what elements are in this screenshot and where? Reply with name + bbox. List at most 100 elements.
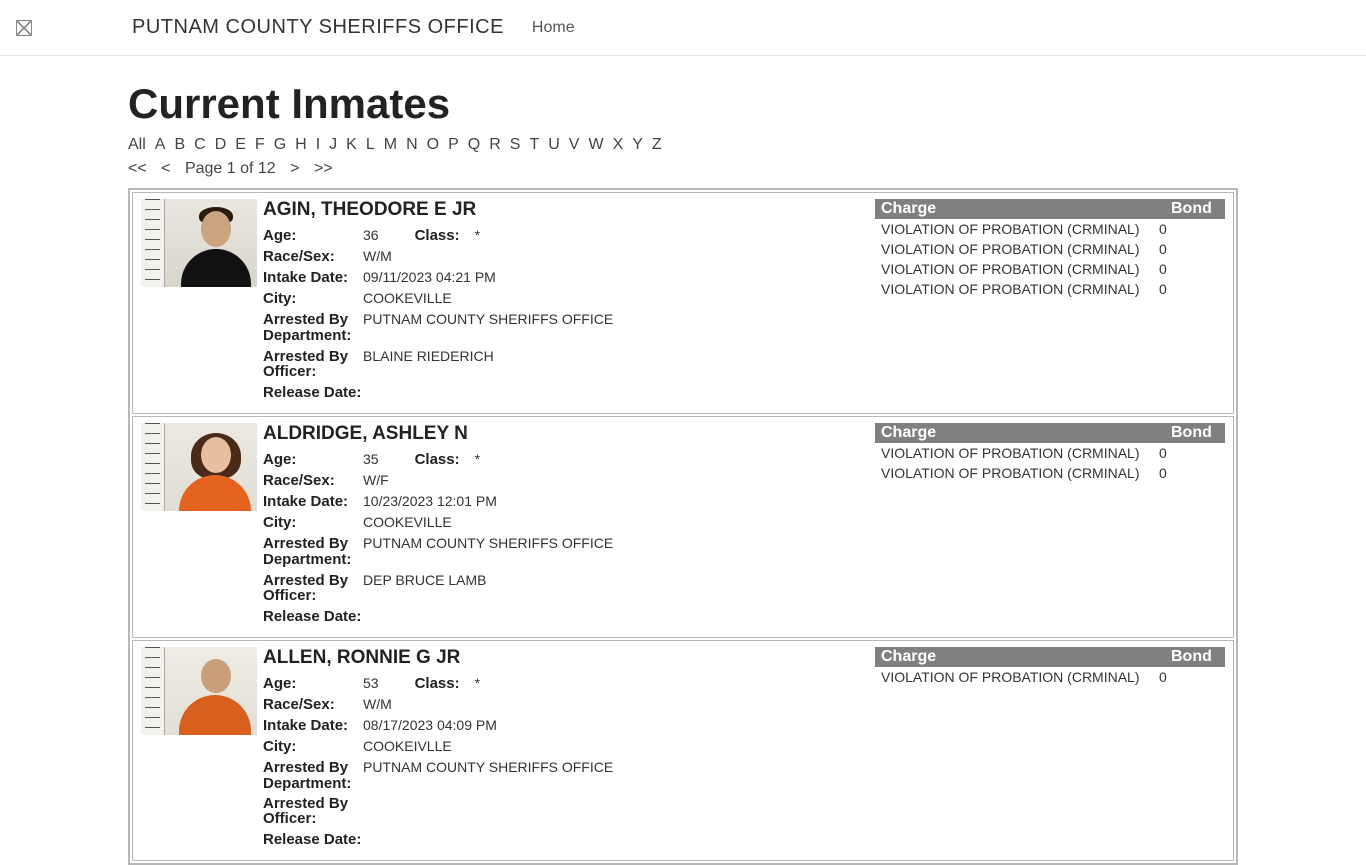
alpha-filter-f[interactable]: F [255, 136, 265, 154]
label-race-sex: Race/Sex: [263, 248, 363, 265]
alpha-filter-m[interactable]: M [384, 136, 397, 154]
alpha-filter-j[interactable]: J [329, 136, 337, 154]
alpha-filter-z[interactable]: Z [652, 136, 662, 154]
main-container: Current Inmates All ABCDEFGHIJKLMNOPQRSTU… [128, 56, 1238, 865]
header-bond: Bond [1165, 647, 1225, 667]
alpha-filter-r[interactable]: R [489, 136, 501, 154]
inmate-list: AGIN, THEODORE E JRAge:36Class:*Race/Sex… [128, 188, 1238, 865]
alpha-filter-v[interactable]: V [569, 136, 580, 154]
label-release: Release Date: [263, 384, 363, 401]
charges-table: ChargeBondVIOLATION OF PROBATION (CRMINA… [875, 647, 1225, 852]
pager-prev[interactable]: < [161, 160, 170, 177]
charge-row: VIOLATION OF PROBATION (CRMINAL)0 [875, 239, 1225, 259]
alpha-filter-w[interactable]: W [588, 136, 603, 154]
charge-bond: 0 [1159, 445, 1219, 461]
mugshot [141, 647, 257, 735]
charge-desc: VIOLATION OF PROBATION (CRMINAL) [881, 261, 1159, 277]
charge-bond: 0 [1159, 669, 1219, 685]
pager-row: << < Page 1 of 12 > >> [128, 160, 1238, 178]
mugshot [141, 199, 257, 287]
value-race-sex: W/M [363, 248, 392, 264]
charge-desc: VIOLATION OF PROBATION (CRMINAL) [881, 281, 1159, 297]
alpha-filter-row: All ABCDEFGHIJKLMNOPQRSTUVWXYZ [128, 136, 1238, 154]
inmate-details: ALDRIDGE, ASHLEY N Age:35 Class:* Race/Sex:… [263, 423, 753, 629]
alpha-filter-c[interactable]: C [194, 136, 206, 154]
label-age: Age: [263, 675, 363, 692]
value-dept: PUTNAM COUNTY SHERIFFS OFFICE [363, 535, 613, 551]
label-class: Class: [415, 675, 475, 692]
alpha-filter-n[interactable]: N [406, 136, 418, 154]
label-class: Class: [415, 451, 475, 468]
alpha-filter-e[interactable]: E [235, 136, 246, 154]
alpha-filter-g[interactable]: G [274, 136, 286, 154]
value-intake: 10/23/2023 12:01 PM [363, 493, 497, 509]
alpha-filter-t[interactable]: T [529, 136, 539, 154]
alpha-filter-s[interactable]: S [510, 136, 521, 154]
alpha-filter-i[interactable]: I [316, 136, 320, 154]
charges-table: ChargeBondVIOLATION OF PROBATION (CRMINA… [875, 423, 1225, 629]
inmate-card: ALLEN, RONNIE G JRAge:53Class:*Race/Sex:… [132, 640, 1234, 861]
alpha-filter-k[interactable]: K [346, 136, 357, 154]
alpha-filter-o[interactable]: O [427, 136, 439, 154]
charge-bond: 0 [1159, 241, 1219, 257]
charge-desc: VIOLATION OF PROBATION (CRMINAL) [881, 669, 1159, 685]
value-dept: PUTNAM COUNTY SHERIFFS OFFICE [363, 311, 613, 327]
header-bond: Bond [1165, 423, 1225, 443]
label-officer: Arrested By Officer: [263, 796, 363, 828]
value-race-sex: W/M [363, 696, 392, 712]
charge-bond: 0 [1159, 221, 1219, 237]
charges-header: ChargeBond [875, 423, 1225, 443]
label-age: Age: [263, 451, 363, 468]
alpha-filter-b[interactable]: B [174, 136, 185, 154]
alpha-filter-d[interactable]: D [215, 136, 227, 154]
label-intake: Intake Date: [263, 269, 363, 286]
alpha-filter-u[interactable]: U [548, 136, 560, 154]
nav-home[interactable]: Home [532, 19, 575, 37]
page-title: Current Inmates [128, 80, 1238, 128]
alpha-filter-all[interactable]: All [128, 136, 146, 154]
label-age: Age: [263, 227, 363, 244]
alpha-filter-y[interactable]: Y [632, 136, 643, 154]
inmate-name: ALDRIDGE, ASHLEY N [263, 423, 753, 445]
header-charge: Charge [875, 199, 1165, 219]
value-city: COOKEIVLLE [363, 738, 452, 754]
label-race-sex: Race/Sex: [263, 696, 363, 713]
pager-last[interactable]: >> [314, 160, 333, 177]
charge-row: VIOLATION OF PROBATION (CRMINAL)0 [875, 667, 1225, 687]
charge-bond: 0 [1159, 465, 1219, 481]
label-city: City: [263, 290, 363, 307]
alpha-filter-l[interactable]: L [366, 136, 375, 154]
brand-title[interactable]: PUTNAM COUNTY SHERIFFS OFFICE [132, 16, 504, 39]
value-city: COOKEVILLE [363, 290, 452, 306]
inmate-card: ALDRIDGE, ASHLEY N Age:35 Class:* Race/Sex:… [132, 416, 1234, 638]
inmate-details: ALLEN, RONNIE G JRAge:53Class:*Race/Sex:… [263, 647, 753, 852]
charge-row: VIOLATION OF PROBATION (CRMINAL)0 [875, 443, 1225, 463]
header-charge: Charge [875, 647, 1165, 667]
charge-row: VIOLATION OF PROBATION (CRMINAL)0 [875, 219, 1225, 239]
alpha-filter-p[interactable]: P [448, 136, 459, 154]
label-race-sex: Race/Sex: [263, 472, 363, 489]
label-class: Class: [415, 227, 475, 244]
alpha-filter-x[interactable]: X [613, 136, 624, 154]
value-age: 36 [363, 227, 379, 243]
label-release: Release Date: [263, 831, 363, 848]
charge-row: VIOLATION OF PROBATION (CRMINAL)0 [875, 463, 1225, 483]
value-class: * [475, 451, 480, 467]
charge-desc: VIOLATION OF PROBATION (CRMINAL) [881, 221, 1159, 237]
alpha-filter-a[interactable]: A [155, 136, 166, 154]
value-dept: PUTNAM COUNTY SHERIFFS OFFICE [363, 759, 613, 775]
label-city: City: [263, 738, 363, 755]
pager-first[interactable]: << [128, 160, 147, 177]
alpha-filter-h[interactable]: H [295, 136, 307, 154]
value-age: 53 [363, 675, 379, 691]
pager-next[interactable]: > [290, 160, 299, 177]
pager-label: Page 1 of 12 [185, 160, 276, 177]
value-city: COOKEVILLE [363, 514, 452, 530]
charge-desc: VIOLATION OF PROBATION (CRMINAL) [881, 445, 1159, 461]
charge-desc: VIOLATION OF PROBATION (CRMINAL) [881, 465, 1159, 481]
alpha-filter-q[interactable]: Q [468, 136, 480, 154]
label-officer: Arrested By Officer: [263, 349, 363, 381]
inmate-name: ALLEN, RONNIE G JR [263, 647, 753, 669]
charges-table: ChargeBondVIOLATION OF PROBATION (CRMINA… [875, 199, 1225, 405]
value-age: 35 [363, 451, 379, 467]
